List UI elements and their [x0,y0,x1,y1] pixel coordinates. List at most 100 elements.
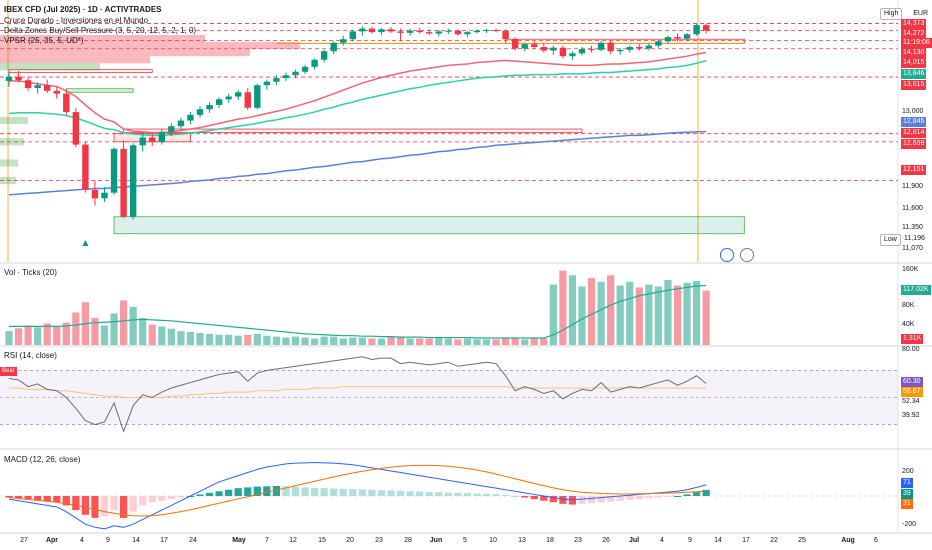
candle-body [263,81,271,86]
volume-bar [205,333,214,345]
volume-bar [502,338,510,345]
candle-body [636,46,643,49]
vol-tick-160k: 160K [902,266,919,273]
macd-badge-hist: 39 [901,489,913,499]
macd-histogram-bar [587,496,596,504]
candle-body [626,46,633,50]
sell-zone-red [505,38,745,44]
candle [531,41,538,50]
rsi-badge-value: 60.30 [901,377,923,387]
candle [158,129,165,145]
candle-body [168,126,175,132]
candle [235,90,242,101]
price-badge-14015: 14,015 [901,58,927,68]
time-axis-label: 17 [160,537,168,544]
time-axis-label: 9 [688,537,692,544]
volume-bar [53,326,61,345]
time-axis-label: 12 [289,537,297,544]
macd-histogram-bar [205,492,214,496]
macd-histogram-bar [215,491,223,496]
macd-series [0,462,898,530]
candle-body [674,37,681,39]
macd-histogram-bar [463,493,471,496]
candle [215,97,223,108]
volume-profile-bar [0,117,28,125]
candle [91,180,99,206]
volume-bar [664,279,672,345]
candle [636,44,643,51]
macd-histogram-bar [664,496,672,497]
macd-histogram-bar [549,496,557,503]
candle [502,29,509,43]
sell-zone-red [123,128,583,133]
candle-body [292,71,299,76]
candle-body [445,30,452,32]
buy-signal-marker [82,240,89,246]
macd-histogram-bar [502,494,510,496]
price-badge-12699: 12,699 [901,139,927,149]
candle [72,107,80,148]
volume-bar [234,335,242,345]
candle [110,147,118,195]
candle [540,43,547,53]
buy-zone-green [65,88,134,93]
candle-body [664,37,672,42]
volume-bar [72,312,80,345]
macd-histogram-bar [129,496,137,512]
time-axis-label: 26 [602,537,610,544]
candle [292,69,299,79]
high-badge[interactable]: High [880,8,903,20]
candle-body [129,145,137,217]
candle-body [473,30,481,33]
macd-histogram-bar [14,496,23,499]
macd-histogram-bar [330,488,338,496]
candle-body [464,32,471,35]
target-icon[interactable] [720,248,734,262]
price-badge-12845: 12,845 [901,117,927,127]
macd-histogram-bar [387,490,395,496]
candle [330,41,337,55]
volume-bar [158,326,166,345]
volume-bar [368,338,376,345]
candle [445,28,452,35]
lock-icon[interactable] [740,248,754,262]
macd-histogram-bar [291,486,300,496]
rsi-badge-ma: 56.67 [901,387,923,397]
macd-histogram-bar [521,496,529,498]
macd-histogram-bar [263,486,271,496]
candle [655,39,662,48]
volume-bar [454,339,462,345]
candle-body [454,30,462,35]
volume-bar [196,332,204,345]
volume-bar [62,322,70,345]
macd-histogram-bar [482,493,491,496]
candle-body [569,53,576,57]
candle-body [110,148,118,193]
macd-histogram-bar [81,496,89,515]
volume-bar [654,286,662,345]
candle [454,29,462,36]
price-badge-14272: 14,272 [901,29,927,39]
volume-bar [578,286,586,345]
candle [244,88,251,110]
low-badge[interactable]: Low [880,234,901,246]
sell-zone-red [8,69,153,73]
candle [683,32,691,41]
candle [597,41,605,52]
candle-body [645,45,653,49]
level-lines [0,23,898,181]
volume-bars [5,270,710,345]
vol-badge-current: 117.02K [901,285,931,295]
volume-bar [607,275,615,345]
macd-histogram-bar [349,489,357,496]
candle-body [101,192,108,199]
candle [702,23,710,34]
volume-profile-bar [0,63,100,71]
volume-bar [24,325,32,345]
volume-bar [139,318,147,345]
candle-body [215,99,223,105]
signal-line [8,464,707,517]
candle-body [330,42,337,52]
candle [101,187,108,202]
